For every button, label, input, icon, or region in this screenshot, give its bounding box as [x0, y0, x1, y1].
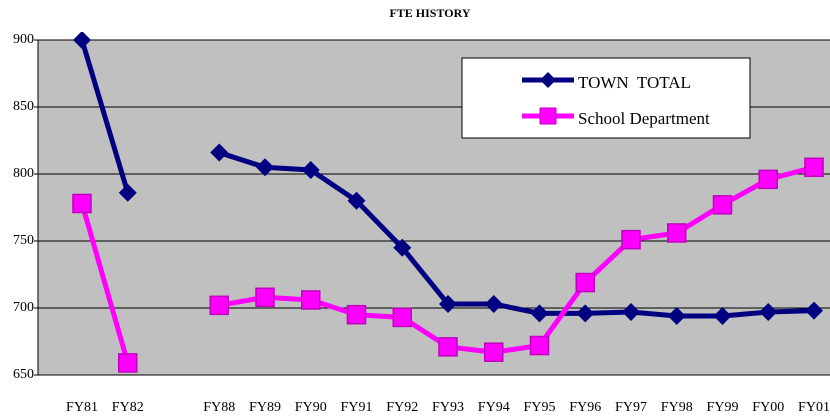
- y-tick-label: 650: [13, 367, 34, 382]
- x-tick-label: FY91: [341, 400, 373, 415]
- marker: [347, 191, 366, 210]
- marker: [255, 287, 275, 308]
- x-tick-label: FY81: [66, 400, 98, 415]
- marker: [576, 304, 595, 323]
- x-tick-label: FY01: [798, 400, 830, 415]
- y-tick-label: 850: [13, 99, 34, 114]
- marker: [805, 301, 823, 320]
- x-tick-label: FY90: [295, 400, 327, 415]
- marker: [210, 143, 229, 162]
- marker: [529, 335, 550, 356]
- marker: [575, 272, 595, 293]
- marker: [209, 295, 229, 316]
- x-tick-label: FY95: [524, 400, 556, 415]
- marker: [256, 158, 274, 177]
- marker: [804, 157, 824, 178]
- x-tick-label: FY93: [432, 400, 464, 415]
- legend-box: [461, 57, 751, 139]
- x-tick-label: FY99: [707, 400, 739, 415]
- marker: [758, 169, 778, 190]
- marker: [667, 307, 686, 326]
- x-tick-label: FY00: [752, 400, 784, 415]
- marker: [759, 303, 778, 322]
- marker: [73, 32, 91, 49]
- y-tick-label: 900: [13, 32, 34, 47]
- marker: [667, 223, 687, 243]
- marker: [484, 294, 503, 313]
- x-tick-label: FY88: [203, 400, 235, 415]
- marker: [438, 337, 458, 357]
- x-tick-label: FY98: [661, 400, 693, 415]
- marker: [392, 307, 412, 328]
- x-tick-label: FY82: [112, 400, 144, 415]
- legend-label: TOWN TOTAL: [578, 73, 691, 92]
- marker: [346, 304, 367, 325]
- y-tick-label: 700: [13, 300, 34, 315]
- marker: [712, 195, 733, 215]
- legend-marker: [540, 72, 556, 88]
- y-tick-label: 750: [13, 233, 34, 248]
- marker: [301, 160, 320, 179]
- marker: [530, 304, 549, 323]
- marker: [713, 307, 732, 326]
- x-tick-label: FY89: [249, 400, 281, 415]
- legend-label: School Department: [578, 109, 710, 128]
- marker: [393, 238, 412, 257]
- x-tick-label: FY92: [386, 400, 418, 415]
- marker: [484, 342, 504, 362]
- marker: [118, 183, 137, 202]
- marker: [621, 229, 641, 250]
- x-tick-label: FY94: [478, 400, 510, 415]
- marker: [301, 290, 321, 310]
- series-layer: [72, 32, 824, 373]
- marker: [622, 303, 640, 322]
- y-tick-label: 800: [13, 166, 34, 181]
- x-tick-label: FY97: [615, 400, 647, 415]
- marker: [439, 294, 457, 313]
- marker: [72, 193, 92, 214]
- marker: [118, 353, 138, 373]
- x-tick-label: FY96: [569, 400, 601, 415]
- chart-title: FTE HISTORY: [389, 6, 470, 20]
- legend-marker: [539, 107, 557, 125]
